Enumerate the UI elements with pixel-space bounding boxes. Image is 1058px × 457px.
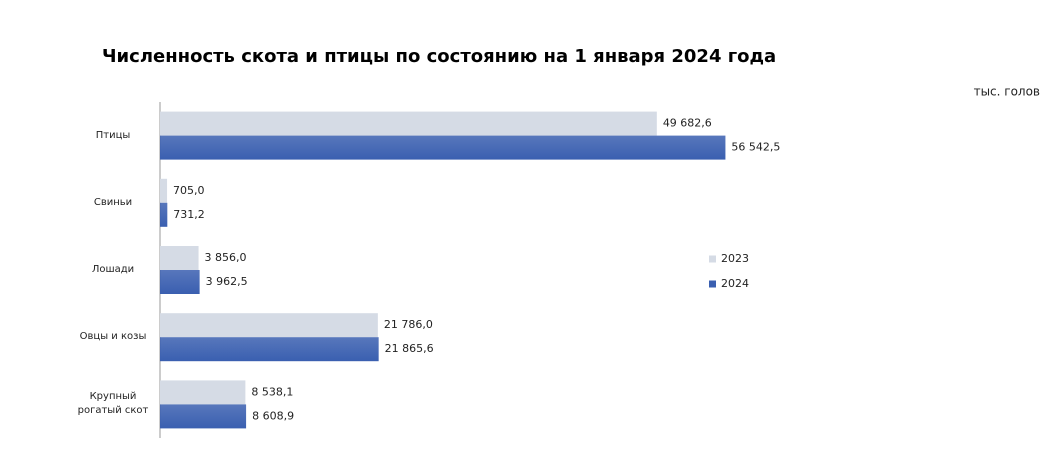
category-wrap: Лошади: [91, 263, 135, 275]
legend-swatch: [709, 255, 716, 263]
value-label: 8 608,9: [252, 409, 294, 422]
value-label: 731,2: [173, 208, 205, 221]
bar: [160, 246, 199, 270]
y-tick-label: Овцы и козы: [79, 331, 147, 343]
value-label: 3 856,0: [205, 251, 247, 264]
category-wrap: Свиньи: [93, 196, 133, 208]
bar: [160, 380, 246, 405]
value-label: 3 962,5: [206, 275, 248, 288]
bar: [160, 404, 247, 429]
y-tick-label: Птицы: [95, 129, 131, 141]
bar: [160, 178, 168, 203]
y-tick-label: Свиньи: [93, 196, 133, 208]
bar: [160, 270, 200, 294]
category-wrap: Овцы и козы: [79, 331, 147, 343]
unit-label: тыс. голов: [974, 85, 1040, 99]
bar: [160, 337, 379, 362]
value-label: 705,0: [173, 184, 205, 197]
legend-swatch: [709, 280, 716, 288]
y-tick-label: Лошади: [91, 263, 135, 275]
bar: [160, 135, 726, 160]
category-wrap: Крупный рогатый скот: [77, 391, 149, 417]
y-tick-label: Крупный рогатый скот: [77, 391, 149, 417]
legend-label: 2024: [721, 277, 749, 290]
bar: [160, 202, 168, 227]
bar: [160, 111, 657, 136]
value-label: 49 682,6: [663, 117, 712, 130]
value-label: 21 786,0: [384, 318, 433, 331]
value-label: 8 538,1: [251, 385, 293, 398]
value-label: 21 865,6: [385, 342, 434, 355]
legend-label: 2023: [721, 252, 749, 265]
chart-title: Численность скота и птицы по состоянию н…: [102, 46, 776, 67]
category-wrap: Птицы: [95, 129, 131, 141]
value-label: 56 542,5: [731, 141, 780, 154]
bar: [160, 313, 378, 338]
